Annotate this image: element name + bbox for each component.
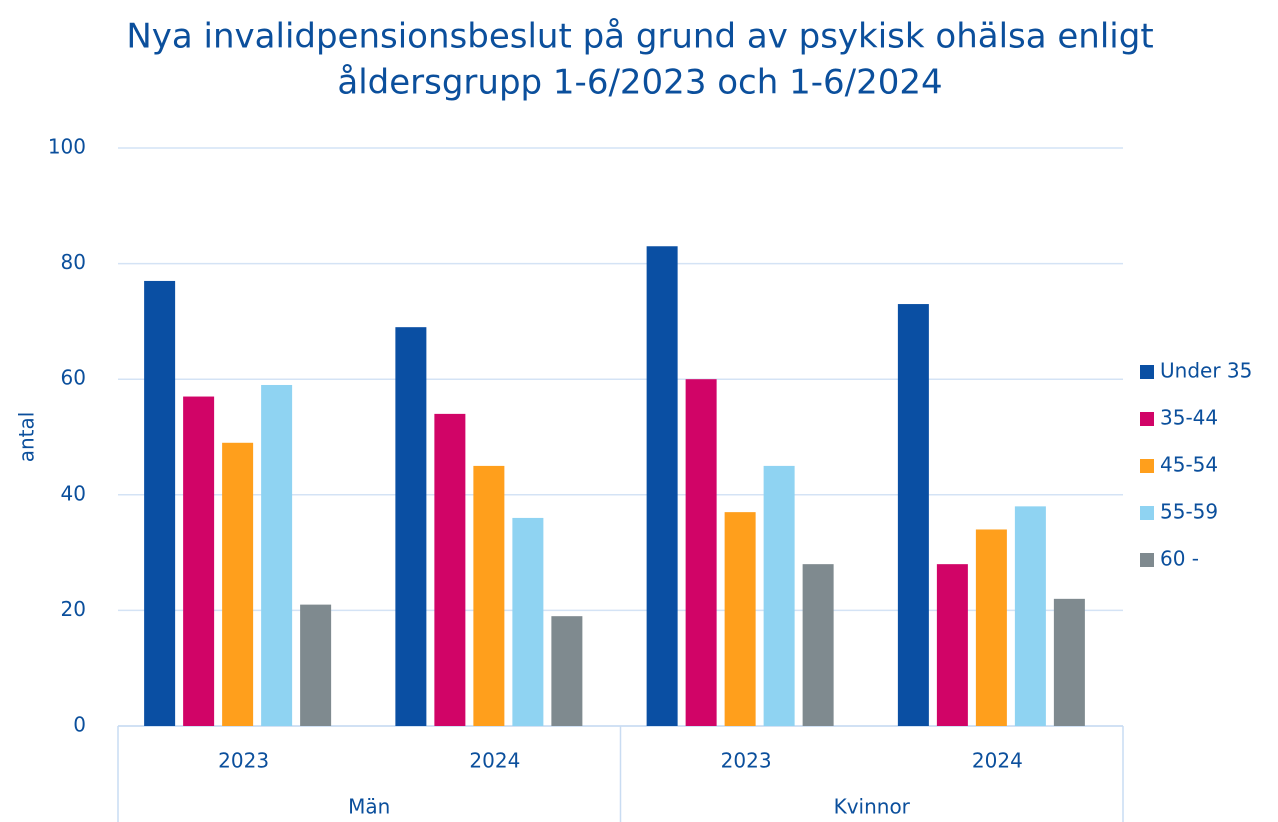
bar xyxy=(763,465,795,726)
bar xyxy=(646,246,678,726)
legend-label: Under 35 xyxy=(1160,359,1252,383)
y-tick-label: 40 xyxy=(61,481,86,505)
bar xyxy=(261,384,293,726)
chart-title: Nya invalidpensionsbeslut på grund av ps… xyxy=(126,17,1153,57)
bar xyxy=(183,396,215,726)
bar xyxy=(551,616,583,726)
legend-swatch xyxy=(1140,506,1154,520)
legend-swatch xyxy=(1140,412,1154,426)
y-tick-label: 80 xyxy=(61,250,86,274)
chart-title: åldersgrupp 1-6/2023 och 1-6/2024 xyxy=(337,63,942,103)
bar xyxy=(434,413,466,726)
bar xyxy=(897,304,929,726)
y-tick-label: 60 xyxy=(61,366,86,390)
bar xyxy=(222,442,254,726)
bar xyxy=(473,465,505,726)
group-label: Män xyxy=(348,795,390,819)
bar xyxy=(1053,598,1085,726)
y-tick-label: 20 xyxy=(61,597,86,621)
y-tick-label: 0 xyxy=(73,713,86,737)
y-tick-label: 100 xyxy=(48,135,86,159)
x-tick-label: 2024 xyxy=(972,749,1023,773)
legend-swatch xyxy=(1140,553,1154,567)
legend-swatch xyxy=(1140,459,1154,473)
bar xyxy=(802,564,834,726)
legend-label: 55-59 xyxy=(1160,500,1218,524)
y-axis-label: antal xyxy=(15,412,39,463)
bar xyxy=(1014,506,1046,726)
legend-label: 35-44 xyxy=(1160,406,1218,430)
bar xyxy=(144,280,176,726)
bar xyxy=(300,604,332,726)
group-label: Kvinnor xyxy=(834,795,911,819)
bar xyxy=(512,517,544,726)
legend-label: 45-54 xyxy=(1160,453,1218,477)
x-tick-label: 2023 xyxy=(218,749,269,773)
bar xyxy=(724,512,756,726)
x-tick-label: 2024 xyxy=(469,749,520,773)
bar xyxy=(395,327,427,726)
bar xyxy=(685,379,717,726)
legend-swatch xyxy=(1140,365,1154,379)
legend-label: 60 - xyxy=(1160,547,1199,571)
x-tick-label: 2023 xyxy=(721,749,772,773)
bar xyxy=(975,529,1007,726)
bar xyxy=(936,564,968,726)
